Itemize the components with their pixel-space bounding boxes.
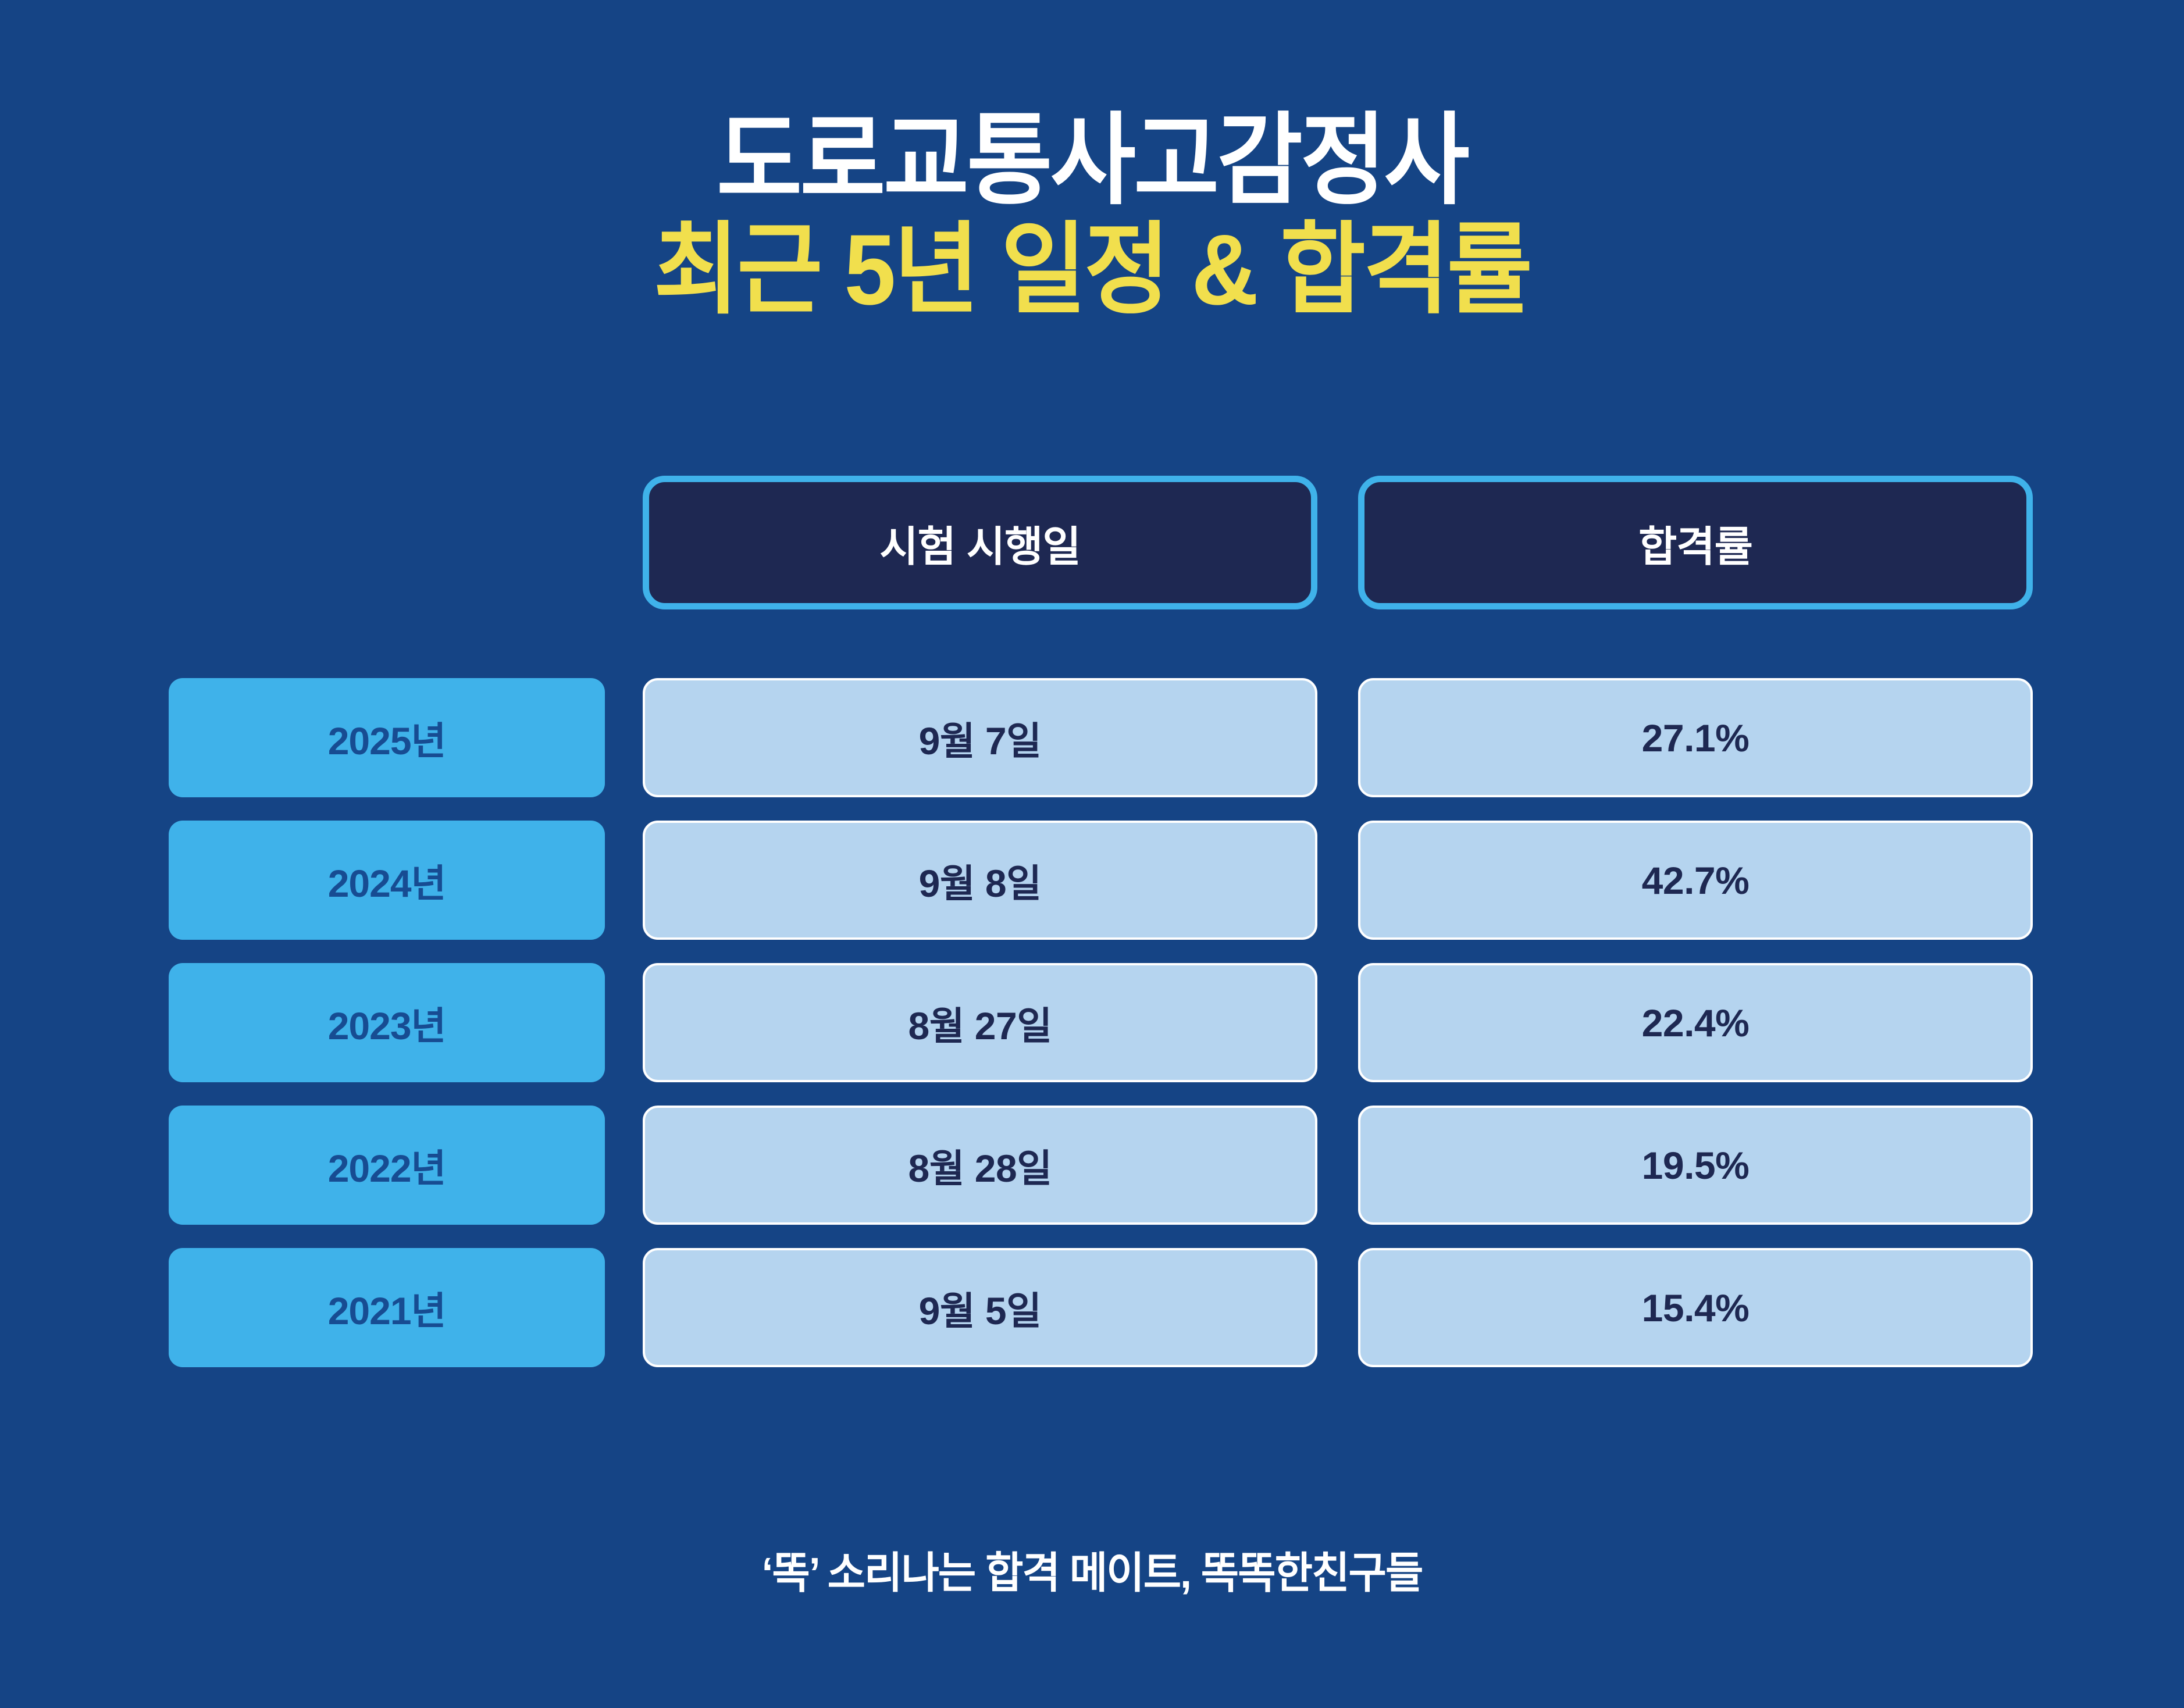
table-row: 2021년 9월 5일 15.4% <box>169 1248 2033 1367</box>
exam-date-cell: 8월 28일 <box>643 1106 1317 1225</box>
year-chip: 2025년 <box>169 678 605 797</box>
pass-rate-cell: 42.7% <box>1358 821 2033 940</box>
footer-tagline: ‘똑’ 소리나는 합격 메이트, 똑똑한친구들 <box>761 1549 1424 1597</box>
year-chip: 2023년 <box>169 963 605 1082</box>
pass-rate-cell: 27.1% <box>1358 678 2033 797</box>
year-chip: 2021년 <box>169 1248 605 1367</box>
exam-date-cell: 9월 5일 <box>643 1248 1317 1367</box>
table-row: 2023년 8월 27일 22.4% <box>169 963 2033 1082</box>
exam-date-cell: 9월 8일 <box>643 821 1317 940</box>
year-chip: 2022년 <box>169 1106 605 1225</box>
exam-date-cell: 8월 27일 <box>643 963 1317 1082</box>
header-spacer-year <box>169 476 605 609</box>
table-row: 2024년 9월 8일 42.7% <box>169 821 2033 940</box>
pass-rate-cell: 15.4% <box>1358 1248 2033 1367</box>
exam-date-cell: 9월 7일 <box>643 678 1317 797</box>
schedule-table: 시험 시행일 합격률 2025년 9월 7일 27.1% 2024년 9월 8일… <box>169 476 2033 1367</box>
table-row: 2025년 9월 7일 27.1% <box>169 678 2033 797</box>
column-header-exam-date: 시험 시행일 <box>643 476 1317 609</box>
title-line-secondary: 최근 5년 일정 & 합격률 <box>653 214 1533 326</box>
column-header-pass-rate: 합격률 <box>1358 476 2033 609</box>
page-title: 도로교통사고감정사 최근 5년 일정 & 합격률 <box>0 108 2184 323</box>
year-chip: 2024년 <box>169 821 605 940</box>
table-row: 2022년 8월 28일 19.5% <box>169 1106 2033 1225</box>
pass-rate-cell: 22.4% <box>1358 963 2033 1082</box>
title-line-primary: 도로교통사고감정사 <box>716 105 1470 216</box>
pass-rate-cell: 19.5% <box>1358 1106 2033 1225</box>
table-header-row: 시험 시행일 합격률 <box>169 476 2033 609</box>
